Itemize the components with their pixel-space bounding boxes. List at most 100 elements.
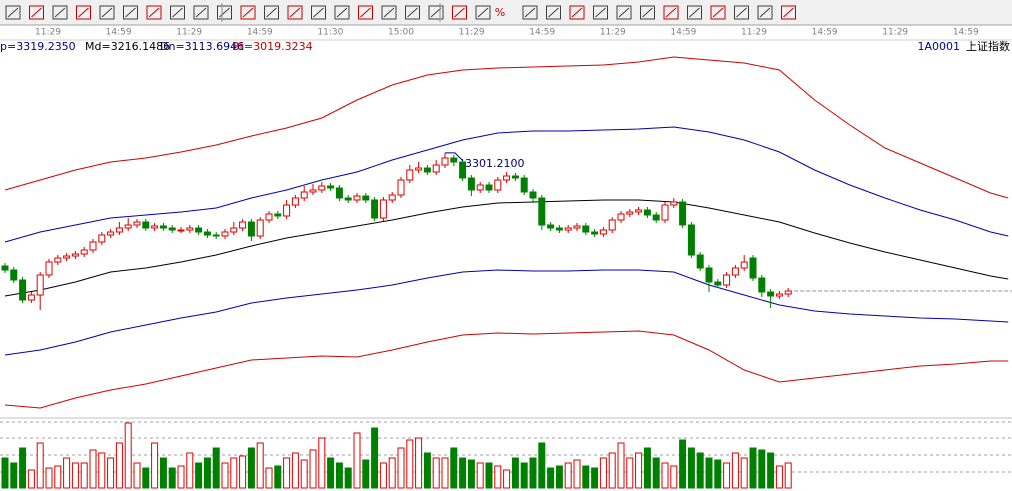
candle-body <box>98 234 106 243</box>
symbol-code: 1A0001 <box>917 40 960 53</box>
toolbar-icon[interactable] <box>358 5 373 20</box>
volume-bar <box>300 459 308 489</box>
toolbar-icon[interactable] <box>687 5 702 20</box>
candle-body <box>731 267 739 276</box>
toolbar-icon[interactable] <box>452 5 467 20</box>
toolbar-icon[interactable] <box>734 5 749 20</box>
toolbar-icon[interactable] <box>5 5 21 20</box>
volume-bar <box>696 452 704 489</box>
candle-body <box>1 265 9 271</box>
time-label: 14:59 <box>670 28 696 38</box>
toolbar-icon[interactable] <box>475 5 491 20</box>
toolbar-icon[interactable] <box>170 5 185 20</box>
candle-body <box>239 221 247 229</box>
candle-body <box>230 227 238 233</box>
toolbar-icon-stroke <box>148 7 160 18</box>
volume-bar <box>679 439 687 489</box>
toolbar-icon[interactable] <box>264 5 279 20</box>
toolbar-icon-stroke <box>548 7 559 18</box>
toolbar-icon[interactable] <box>593 5 608 20</box>
toolbar-icon-stroke <box>689 7 700 18</box>
toolbar-icon[interactable] <box>569 5 585 20</box>
candle-body <box>450 157 458 163</box>
volume-bar <box>265 467 273 489</box>
toolbar-icon[interactable] <box>640 5 655 20</box>
candle-body <box>203 231 211 236</box>
volume-bar <box>740 457 748 489</box>
volume-bar <box>503 469 511 489</box>
candle-body <box>599 229 607 235</box>
toolbar-icon[interactable] <box>616 5 632 20</box>
toolbar-icon-stroke <box>383 7 395 18</box>
toolbar-icon[interactable] <box>146 5 162 20</box>
volume-bar <box>415 437 423 489</box>
toolbar-icon[interactable] <box>522 5 538 20</box>
toolbar-icon[interactable] <box>405 5 420 20</box>
toolbar-icon[interactable] <box>240 5 256 20</box>
volume-bar <box>714 459 722 489</box>
toolbar-icon[interactable] <box>287 5 303 20</box>
volume-bar <box>467 459 475 489</box>
candle-body <box>63 255 71 259</box>
time-label: 11:30 <box>317 28 343 38</box>
volume-bar <box>599 457 607 489</box>
candle-body <box>265 213 273 221</box>
volume-bar <box>107 457 115 489</box>
volume-bar <box>335 462 343 489</box>
volume-bar <box>564 462 572 489</box>
candle-body <box>19 279 27 301</box>
volume-bar <box>10 462 18 489</box>
toolbar-percent[interactable]: % <box>495 6 505 19</box>
candle-body <box>177 229 185 232</box>
toolbar-icon[interactable] <box>99 5 115 20</box>
indicator-label: Bt=3019.3234 <box>232 40 313 53</box>
toolbar-icon[interactable] <box>76 5 91 20</box>
toolbar-icon[interactable] <box>29 5 44 20</box>
candle-body <box>318 185 326 191</box>
toolbar-icon[interactable] <box>381 5 397 20</box>
toolbar-icon-stroke <box>454 7 465 18</box>
volume-bar <box>159 457 167 489</box>
toolbar-icon[interactable] <box>193 5 209 20</box>
candle-body <box>159 225 167 229</box>
volume-bar <box>749 447 757 489</box>
time-label: 11:29 <box>459 28 485 38</box>
candle-body <box>784 290 792 295</box>
volume-bar <box>652 457 660 489</box>
toolbar-icon[interactable] <box>217 5 232 20</box>
candle-body <box>608 219 616 231</box>
toolbar-icon[interactable] <box>781 5 796 20</box>
time-label: 14:59 <box>529 28 555 38</box>
toolbar <box>0 0 1012 25</box>
candle-body <box>300 191 308 199</box>
toolbar-icon[interactable] <box>757 5 773 20</box>
toolbar-icon-stroke <box>618 7 630 18</box>
candle-body <box>485 184 493 191</box>
toolbar-icon[interactable] <box>311 5 326 20</box>
toolbar-icon-stroke <box>101 7 113 18</box>
time-label: 11:29 <box>176 28 202 38</box>
toolbar-icon-stroke <box>172 7 183 18</box>
candle-body <box>107 231 115 236</box>
candle-body <box>406 169 414 181</box>
toolbar-icon[interactable] <box>52 5 68 20</box>
candle-body <box>10 269 18 281</box>
toolbar-icon[interactable] <box>710 5 726 20</box>
time-label: 11:29 <box>882 28 908 38</box>
band-line <box>4 330 1009 409</box>
toolbar-icon[interactable] <box>334 5 350 20</box>
toolbar-icon[interactable] <box>546 5 561 20</box>
volume-bar <box>397 447 405 489</box>
toolbar-icon[interactable] <box>663 5 679 20</box>
candle-body <box>379 199 387 219</box>
candle-body <box>362 195 370 201</box>
candle-body <box>115 227 123 233</box>
toolbar-icon[interactable] <box>428 5 444 20</box>
volume-bar <box>327 457 335 489</box>
candle-body <box>274 213 282 217</box>
candle-body <box>432 164 440 173</box>
candle-body <box>547 224 555 229</box>
toolbar-icon[interactable] <box>123 5 138 20</box>
volume-bar <box>80 462 88 489</box>
volume-bar <box>203 457 211 489</box>
